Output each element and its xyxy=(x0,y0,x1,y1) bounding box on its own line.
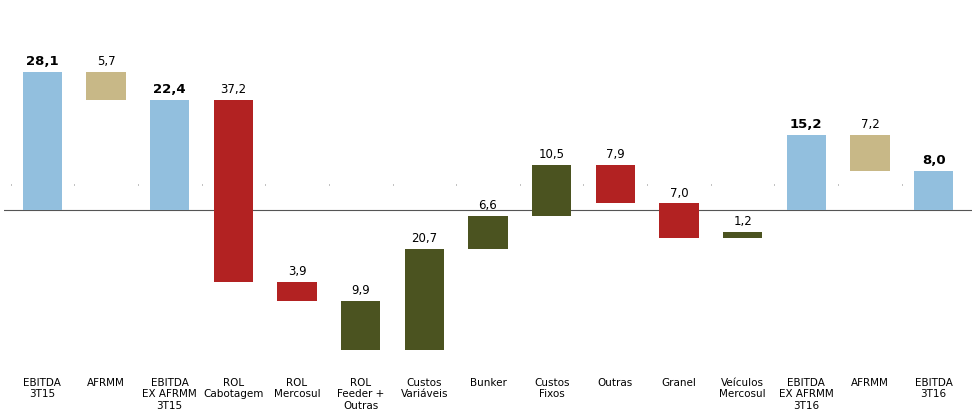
Bar xyxy=(723,232,762,238)
Text: 7,2: 7,2 xyxy=(861,118,879,132)
Bar xyxy=(214,100,253,282)
Text: 10,5: 10,5 xyxy=(539,148,565,161)
Bar xyxy=(468,216,508,249)
Bar xyxy=(914,171,954,210)
Text: 15,2: 15,2 xyxy=(790,118,823,132)
Bar xyxy=(150,100,189,210)
Text: 28,1: 28,1 xyxy=(26,55,59,68)
Text: 3,9: 3,9 xyxy=(288,265,306,278)
Text: 7,0: 7,0 xyxy=(670,187,688,200)
Text: 1,2: 1,2 xyxy=(733,215,752,228)
Text: 7,9: 7,9 xyxy=(606,148,625,161)
Bar xyxy=(405,249,444,350)
Bar xyxy=(850,135,890,171)
Text: 6,6: 6,6 xyxy=(478,199,498,212)
Bar xyxy=(787,135,826,210)
Bar xyxy=(341,301,381,350)
Text: 22,4: 22,4 xyxy=(153,83,186,96)
Text: 5,7: 5,7 xyxy=(97,55,115,68)
Bar xyxy=(595,165,635,203)
Bar xyxy=(86,72,126,100)
Text: 9,9: 9,9 xyxy=(351,284,370,298)
Text: 20,7: 20,7 xyxy=(411,232,437,244)
Text: 8,0: 8,0 xyxy=(921,154,946,167)
Text: 37,2: 37,2 xyxy=(221,83,246,96)
Bar xyxy=(22,72,62,210)
Bar xyxy=(659,203,699,238)
Bar xyxy=(277,282,317,301)
Bar xyxy=(532,165,571,216)
